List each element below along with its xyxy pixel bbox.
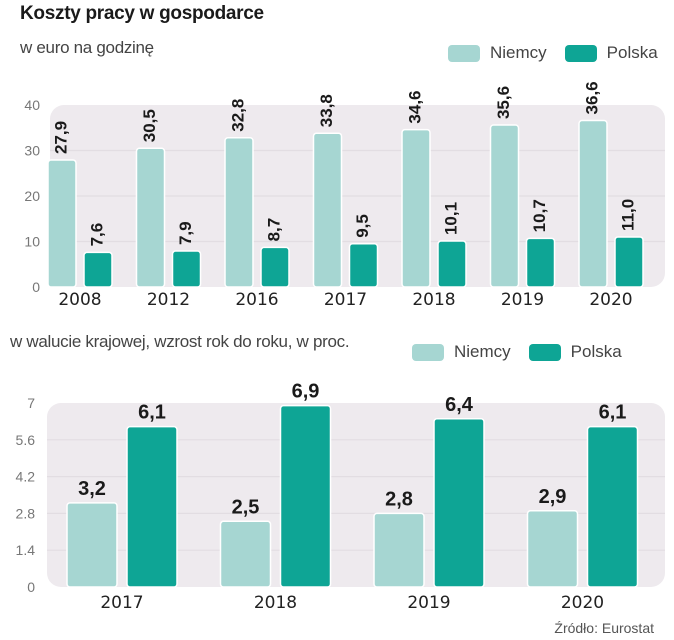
data-label: 35,6 <box>494 86 513 119</box>
data-label: 10,1 <box>441 202 460 235</box>
x-category-label: 2020 <box>561 593 604 613</box>
bar-polska-2017 <box>348 243 379 288</box>
bar-polska-2020 <box>586 425 639 588</box>
chart1-subtitle: w euro na godzinę <box>20 38 154 57</box>
plot-background <box>47 403 665 587</box>
data-label: 34,6 <box>405 90 424 123</box>
y-tick-label: 10 <box>24 234 40 250</box>
bar-niemcy-2008 <box>47 159 77 288</box>
data-label: 7,9 <box>176 221 195 245</box>
legend-swatch-niemcy <box>412 343 444 361</box>
chart2-subtitle: w walucie krajowej, wzrost rok do roku, … <box>10 332 350 351</box>
chart2-legend: Niemcy Polska <box>412 342 622 362</box>
y-tick-label: 7 <box>27 395 35 411</box>
data-label: 33,8 <box>317 94 336 127</box>
data-label: 2,9 <box>539 486 567 508</box>
x-category-label: 2019 <box>501 290 544 310</box>
data-label: 6,4 <box>445 394 474 416</box>
x-category-label: 2008 <box>58 290 101 310</box>
bar-niemcy-2017 <box>66 502 118 588</box>
data-label: 6,9 <box>292 381 320 403</box>
bar-niemcy-2016 <box>224 137 254 288</box>
legend-label-polska: Polska <box>570 342 622 361</box>
x-category-label: 2016 <box>235 290 278 310</box>
data-label: 2,8 <box>385 488 413 510</box>
bar-polska-2017 <box>126 425 178 588</box>
bar-polska-2018 <box>437 240 467 288</box>
data-label: 8,7 <box>264 218 283 242</box>
data-label: 11,0 <box>618 199 637 231</box>
data-label: 32,8 <box>228 99 247 132</box>
x-category-label: 2020 <box>589 290 632 310</box>
y-tick-label: 0 <box>32 279 40 295</box>
data-label: 7,6 <box>87 223 106 247</box>
bar-polska-2019 <box>433 418 485 588</box>
legend-label-niemcy: Niemcy <box>454 342 511 361</box>
y-tick-label: 0 <box>27 579 35 595</box>
data-label: 6,1 <box>599 402 627 424</box>
y-tick-label: 1.4 <box>16 542 36 558</box>
data-label: 10,7 <box>530 199 549 232</box>
bar-polska-2016 <box>260 246 290 288</box>
y-tick-label: 20 <box>24 188 40 204</box>
x-category-label: 2017 <box>324 290 367 310</box>
bar-polska-2012 <box>171 250 202 288</box>
bar-niemcy-2020 <box>578 119 608 288</box>
chart-2: 0 1.4 2.8 4.2 5.6 7 3,2 6,1 2017 2,5 6,9 2018 2,8 6,4… <box>16 381 665 613</box>
bar-polska-2019 <box>525 237 556 288</box>
data-label: 30,5 <box>140 109 159 142</box>
bar-niemcy-2018 <box>219 520 272 588</box>
chart1-legend: Niemcy Polska <box>448 43 658 63</box>
x-category-label: 2019 <box>407 593 450 613</box>
data-label: 36,6 <box>582 81 601 114</box>
bar-niemcy-2012 <box>135 147 166 288</box>
legend-swatch-niemcy <box>448 44 480 62</box>
bar-niemcy-2018 <box>401 128 431 288</box>
data-label: 9,5 <box>353 214 372 238</box>
bar-niemcy-2019 <box>489 124 520 288</box>
bar-niemcy-2017 <box>312 132 343 288</box>
y-tick-label: 4.2 <box>16 469 36 485</box>
bar-polska-2020 <box>614 236 644 288</box>
chart-1: 0 10 20 30 40 27,9 7,6 2008 30,5 7,9 2012 32,8 8,7 20… <box>24 81 665 310</box>
y-tick-label: 2.8 <box>16 505 36 521</box>
source-note: Źródło: Eurostat <box>554 620 654 636</box>
legend-label-polska: Polska <box>606 43 658 62</box>
y-tick-label: 30 <box>24 143 40 159</box>
x-category-label: 2018 <box>412 290 455 310</box>
data-label: 2,5 <box>232 496 260 518</box>
legend-label-niemcy: Niemcy <box>490 43 547 62</box>
data-label: 27,9 <box>51 121 70 154</box>
x-category-label: 2018 <box>254 593 297 613</box>
bar-polska-2018 <box>279 404 332 588</box>
chart-title: Koszty pracy w gospodarce <box>20 3 264 24</box>
legend-swatch-polska <box>528 343 561 361</box>
legend-swatch-polska <box>564 44 597 62</box>
x-category-label: 2012 <box>147 290 190 310</box>
data-label: 3,2 <box>78 478 106 500</box>
bar-niemcy-2019 <box>373 512 425 588</box>
x-category-label: 2017 <box>100 593 143 613</box>
y-tick-label: 5.6 <box>16 432 36 448</box>
bar-polska-2008 <box>83 251 113 288</box>
y-tick-label: 40 <box>24 97 40 113</box>
data-label: 6,1 <box>138 402 166 424</box>
bar-niemcy-2020 <box>526 510 579 588</box>
